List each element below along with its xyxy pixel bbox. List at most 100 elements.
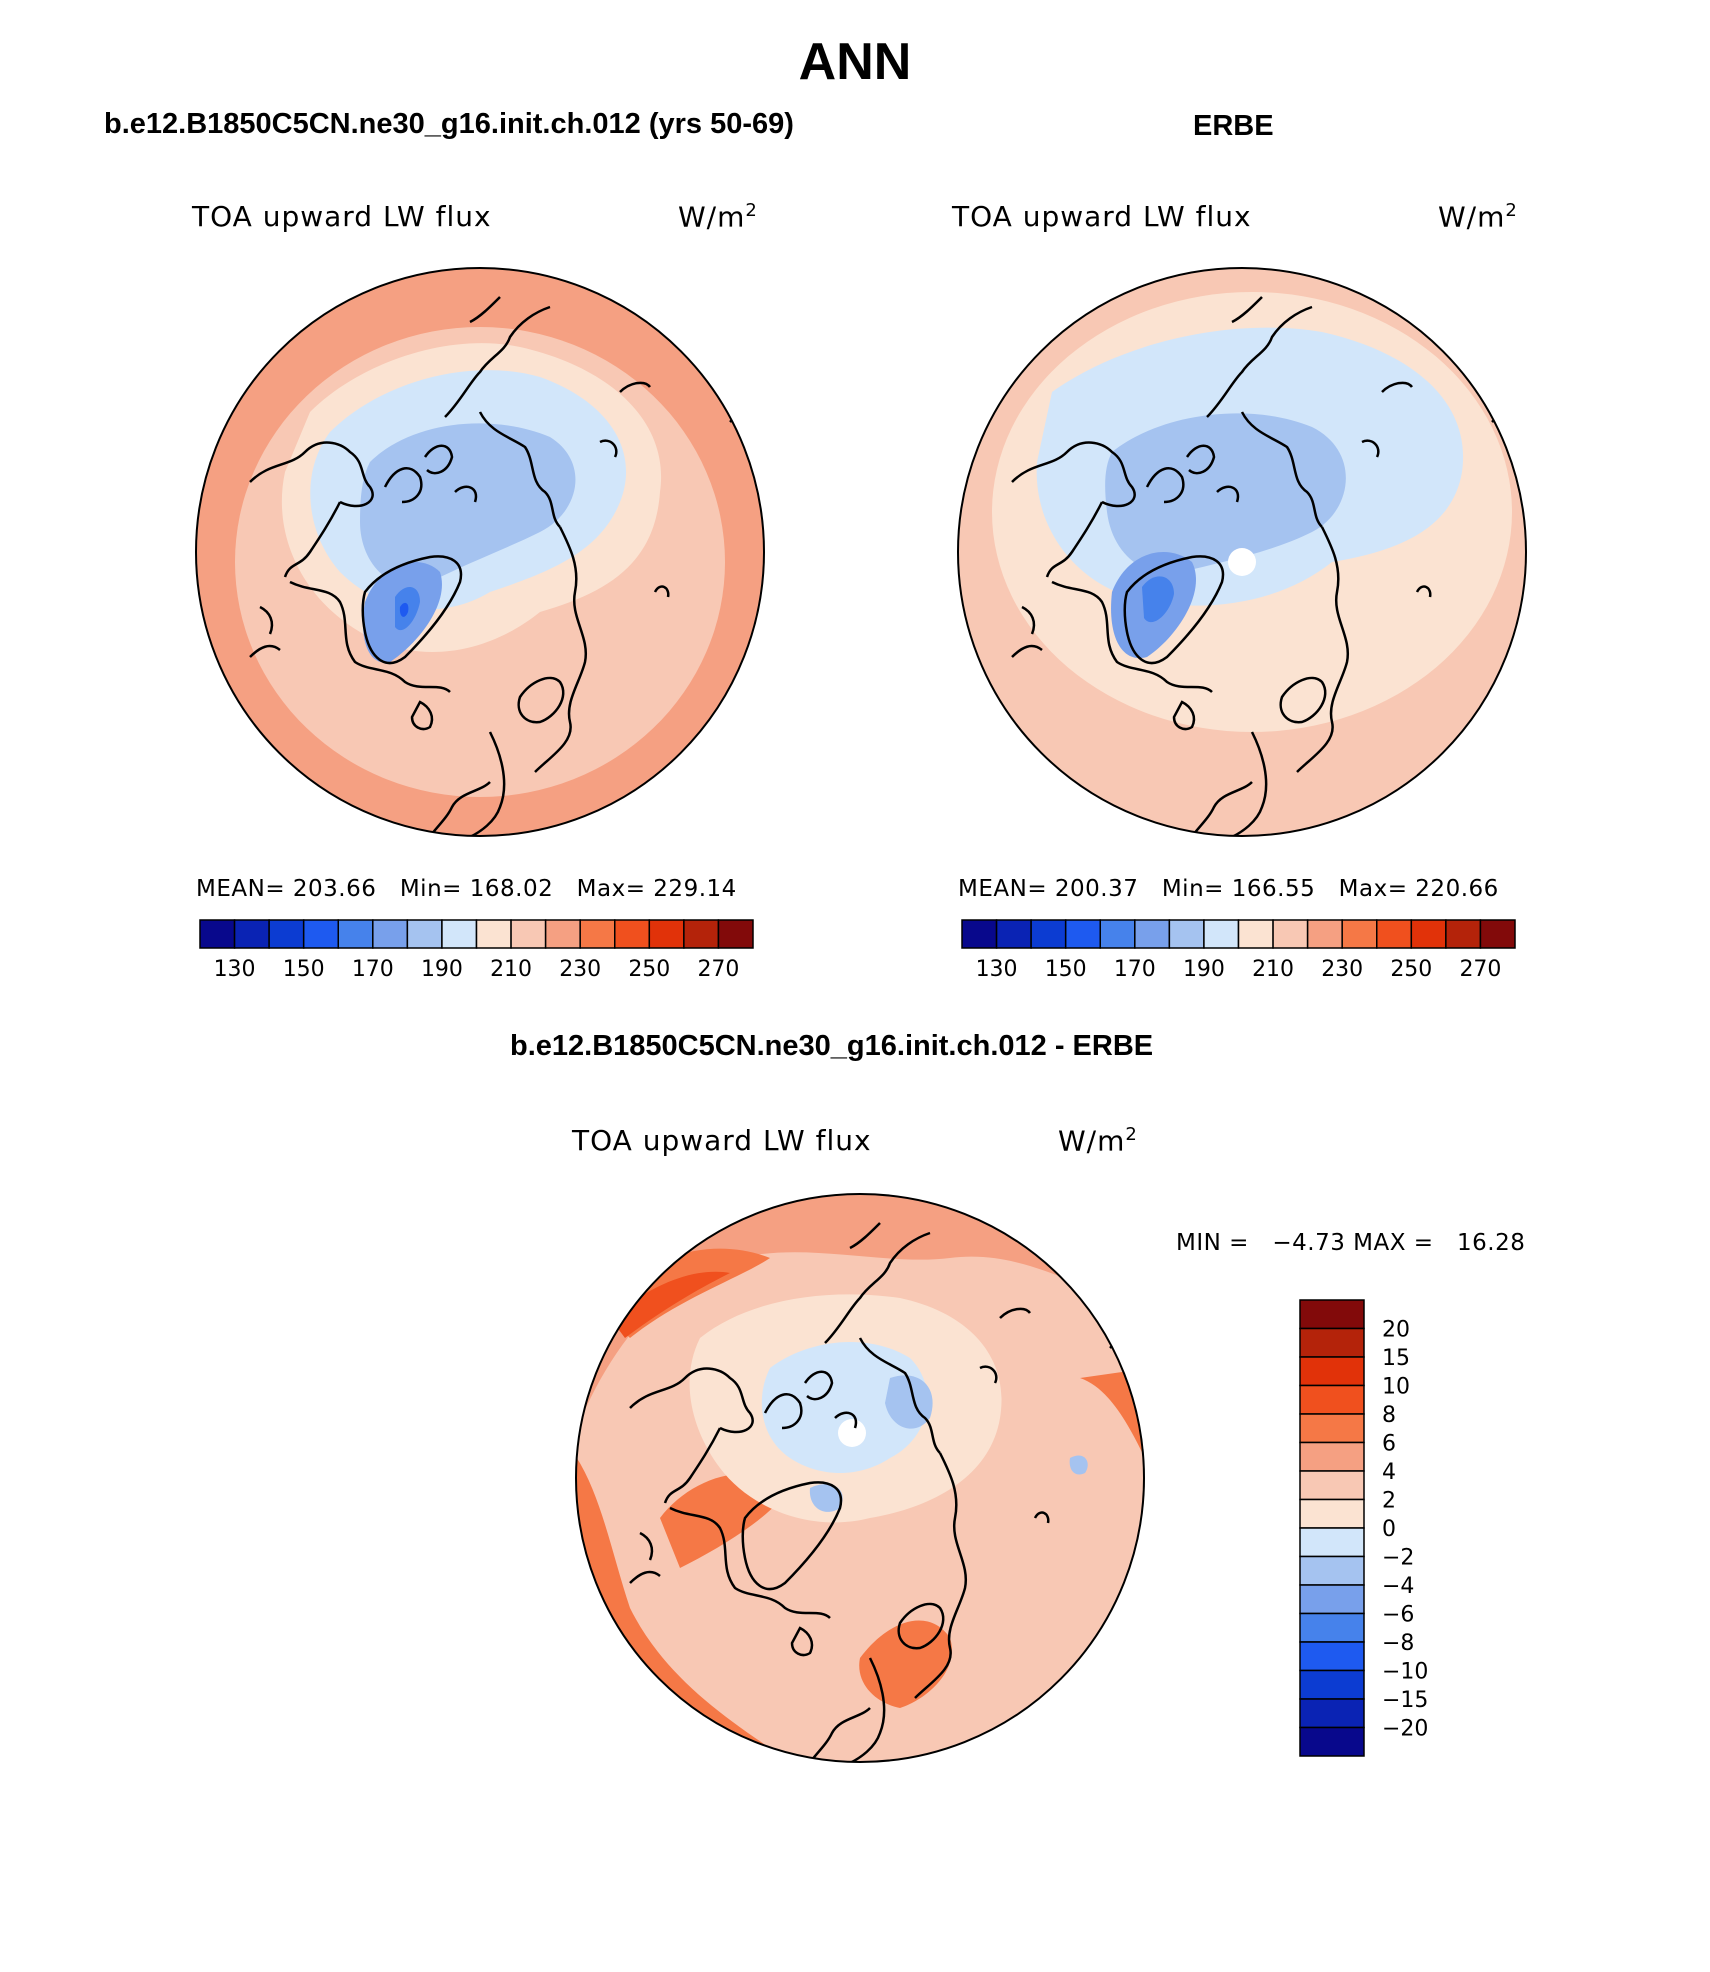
colorbar-swatch xyxy=(1410,919,1447,949)
colorbar-tick-label: 15 xyxy=(1382,1346,1410,1371)
colorbar-swatch xyxy=(1030,919,1067,949)
map-field-fill xyxy=(360,423,576,586)
colorbar-swatch xyxy=(1299,1612,1365,1643)
map-field-fill xyxy=(809,1484,843,1512)
colorbar-tick-label: 230 xyxy=(1321,957,1363,982)
panel-2-stats: MEAN= 200.37 Min= 166.55 Max= 220.66 xyxy=(958,876,1499,902)
colorbar-swatch xyxy=(441,919,478,949)
map-field-fill xyxy=(610,1271,730,1338)
colorbar-tick-label: 20 xyxy=(1382,1318,1410,1343)
colorbar-swatch xyxy=(1299,1299,1365,1330)
colorbar-swatch xyxy=(1341,919,1378,949)
colorbar-swatch xyxy=(1445,919,1482,949)
colorbar-swatch xyxy=(302,919,339,949)
colorbar-swatch xyxy=(1134,919,1171,949)
map-missing-data xyxy=(838,1419,866,1447)
colorbar-swatch xyxy=(199,919,236,949)
panel-1-stats: MEAN= 203.66 Min= 168.02 Max= 229.14 xyxy=(196,876,737,902)
colorbar-panel-1: 130 150 170 190 210 230 250 270 xyxy=(199,919,754,982)
colorbar-tick-label: 150 xyxy=(283,957,325,982)
colorbar-swatch xyxy=(1299,1555,1365,1586)
colorbar-tick-label: 190 xyxy=(1183,957,1225,982)
panel-3-difference-map xyxy=(575,1193,1145,1763)
colorbar-tick-label: 130 xyxy=(214,957,256,982)
colorbar-swatch xyxy=(1299,1470,1365,1501)
colorbar-swatch xyxy=(1299,1441,1365,1472)
colorbar-tick-label: 6 xyxy=(1382,1432,1396,1457)
panel-2-title: ERBE xyxy=(1193,110,1274,142)
colorbar-swatch xyxy=(372,919,409,949)
colorbar-swatch xyxy=(717,919,754,949)
colorbar-tick-label: 250 xyxy=(628,957,670,982)
colorbar-tick-label: −6 xyxy=(1382,1603,1414,1628)
panel-1-title: b.e12.B1850C5CN.ne30_g16.init.ch.012 (yr… xyxy=(104,108,794,140)
colorbar-swatch xyxy=(475,919,512,949)
colorbar-swatch xyxy=(1306,919,1343,949)
colorbar-tick-label: −8 xyxy=(1382,1631,1414,1656)
colorbar-swatch xyxy=(995,919,1032,949)
colorbar-swatch xyxy=(614,919,651,949)
colorbar-swatch xyxy=(406,919,443,949)
colorbar-swatch xyxy=(1299,1584,1365,1615)
colorbar-swatch xyxy=(1299,1498,1365,1529)
colorbar-swatch xyxy=(1099,919,1136,949)
colorbar-swatch xyxy=(648,919,685,949)
colorbar-swatch xyxy=(579,919,616,949)
colorbar-tick-label: −20 xyxy=(1382,1717,1428,1742)
colorbar-swatch xyxy=(1203,919,1240,949)
panel-2-variable-label: TOA upward LW flux xyxy=(952,200,1252,233)
colorbar-tick-label: 250 xyxy=(1390,957,1432,982)
colorbar-swatch xyxy=(510,919,547,949)
colorbar-swatch xyxy=(961,919,998,949)
panel-3-minmax: MIN = −4.73 MAX = 16.28 xyxy=(1176,1230,1526,1256)
colorbar-swatch xyxy=(1299,1356,1365,1387)
panel-3-title: b.e12.B1850C5CN.ne30_g16.init.ch.012 - E… xyxy=(510,1030,1154,1062)
panel-3-units-label: W/m2 xyxy=(1058,1124,1138,1158)
colorbar-tick-label: −10 xyxy=(1382,1660,1428,1685)
colorbar-swatch xyxy=(1237,919,1274,949)
colorbar-tick-label: 210 xyxy=(1252,957,1294,982)
colorbar-tick-label: 230 xyxy=(559,957,601,982)
map-boundary xyxy=(575,1193,1145,1763)
colorbar-tick-label: 190 xyxy=(421,957,463,982)
main-title: ANN xyxy=(798,33,912,91)
panel-1-polar-map xyxy=(195,267,765,837)
colorbar-swatch xyxy=(1299,1527,1365,1558)
colorbar-tick-label: −2 xyxy=(1382,1546,1414,1571)
colorbar-swatch xyxy=(683,919,720,949)
colorbar-tick-label: 10 xyxy=(1382,1375,1410,1400)
colorbar-swatch xyxy=(1299,1413,1365,1444)
colorbar-tick-label: 270 xyxy=(1459,957,1501,982)
colorbar-tick-label: 2 xyxy=(1382,1489,1396,1514)
colorbar-tick-label: 130 xyxy=(976,957,1018,982)
colorbar-swatch xyxy=(1299,1698,1365,1729)
colorbar-swatch xyxy=(1299,1327,1365,1358)
colorbar-swatch xyxy=(1299,1726,1365,1757)
map-field-fill xyxy=(1069,1455,1088,1475)
colorbar-tick-label: 8 xyxy=(1382,1403,1396,1428)
colorbar-tick-label: −15 xyxy=(1382,1688,1428,1713)
colorbar-panel-2: 130 150 170 190 210 230 250 270 xyxy=(961,919,1516,982)
coastlines xyxy=(249,296,748,836)
map-missing-data xyxy=(1228,548,1256,576)
colorbar-tick-label: 210 xyxy=(490,957,532,982)
colorbar-swatch xyxy=(544,919,581,949)
colorbar-tick-label: −4 xyxy=(1382,1574,1414,1599)
panel-3-variable-label: TOA upward LW flux xyxy=(572,1124,872,1157)
colorbar-swatch xyxy=(268,919,305,949)
map-field-fill xyxy=(1105,413,1346,574)
colorbar-swatch xyxy=(1376,919,1413,949)
colorbar-swatch xyxy=(1299,1384,1365,1415)
colorbar-swatch xyxy=(1299,1641,1365,1672)
colorbar-swatch xyxy=(1479,919,1516,949)
panel-1-units-label: W/m2 xyxy=(678,200,758,234)
map-field-fill xyxy=(761,1341,928,1473)
colorbar-tick-label: 150 xyxy=(1045,957,1087,982)
colorbar-tick-label: 270 xyxy=(697,957,739,982)
colorbar-tick-label: 170 xyxy=(352,957,394,982)
colorbar-swatch xyxy=(1299,1669,1365,1700)
colorbar-swatch xyxy=(337,919,374,949)
map-boundary xyxy=(195,267,765,837)
colorbar-swatch xyxy=(1064,919,1101,949)
